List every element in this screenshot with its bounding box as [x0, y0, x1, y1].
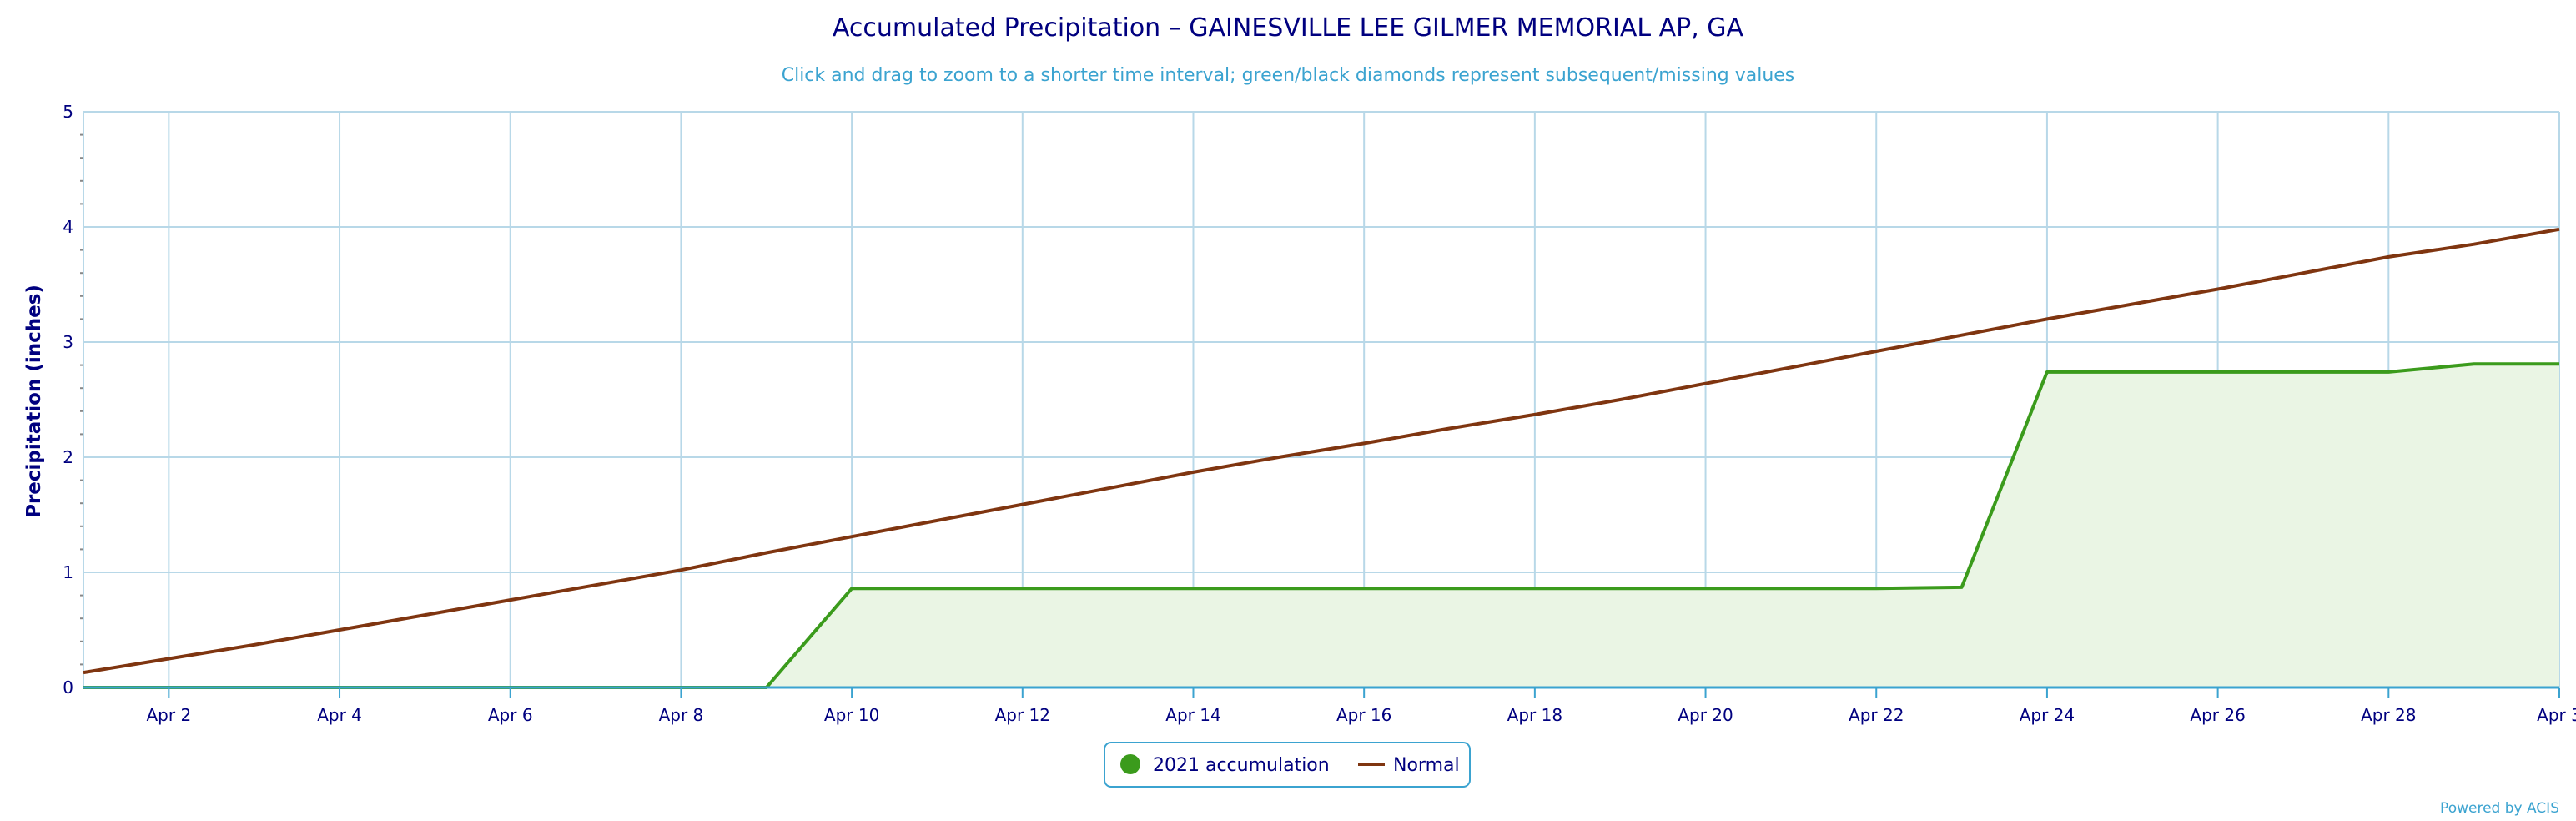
chart-title: Accumulated Precipitation – GAINESVILLE …	[833, 13, 1744, 43]
x-tick-label: Apr 22	[1849, 705, 1904, 725]
x-tick-label: Apr 8	[659, 705, 704, 725]
chart-subtitle: Click and drag to zoom to a shorter time…	[782, 65, 1795, 86]
y-tick-label: 2	[63, 447, 73, 467]
y-tick-label: 1	[63, 562, 73, 582]
x-tick-label: Apr 28	[2361, 705, 2416, 725]
legend[interactable]: 2021 accumulation Normal	[1104, 742, 1471, 788]
credit-text[interactable]: Powered by ACIS	[2440, 800, 2559, 817]
x-tick-label: Apr 3	[2537, 705, 2576, 725]
legend-label-accumulation: 2021 accumulation	[1153, 755, 1330, 776]
x-tick-label: Apr 4	[317, 705, 362, 725]
x-tick-label: Apr 14	[1165, 705, 1220, 725]
y-tick-label: 5	[63, 102, 73, 122]
legend-marker-accumulation	[1120, 754, 1140, 774]
legend-item-normal[interactable]: Normal	[1358, 755, 1460, 776]
x-tick-label: Apr 24	[2020, 705, 2075, 725]
x-tick-label: Apr 12	[995, 705, 1050, 725]
series-line-1	[83, 227, 2560, 675]
x-tick-label: Apr 6	[488, 705, 533, 725]
area-fill-0	[83, 364, 2559, 688]
y-tick-label: 3	[63, 332, 73, 352]
y-tick-label: 0	[63, 677, 73, 698]
x-tick-label: Apr 10	[824, 705, 879, 725]
x-tick-label: Apr 20	[1678, 705, 1733, 725]
x-tick-label: Apr 2	[147, 705, 192, 725]
y-tick-label: 4	[63, 217, 73, 237]
legend-item-accumulation[interactable]: 2021 accumulation	[1120, 754, 1330, 776]
y-axis-label: Precipitation (inches)	[23, 285, 45, 518]
x-tick-label: Apr 26	[2190, 705, 2245, 725]
axes: 0 1 2 3 4 5 Apr 2 Apr 4 Apr 6 Apr 8 Apr 10 Apr 12 Ap…	[63, 102, 2576, 725]
x-tick-label: Apr 18	[1507, 705, 1562, 725]
legend-box	[1104, 742, 1471, 788]
x-tick-label: Apr 16	[1336, 705, 1391, 725]
legend-label-normal: Normal	[1393, 755, 1460, 776]
accumulation-area	[83, 364, 2559, 688]
